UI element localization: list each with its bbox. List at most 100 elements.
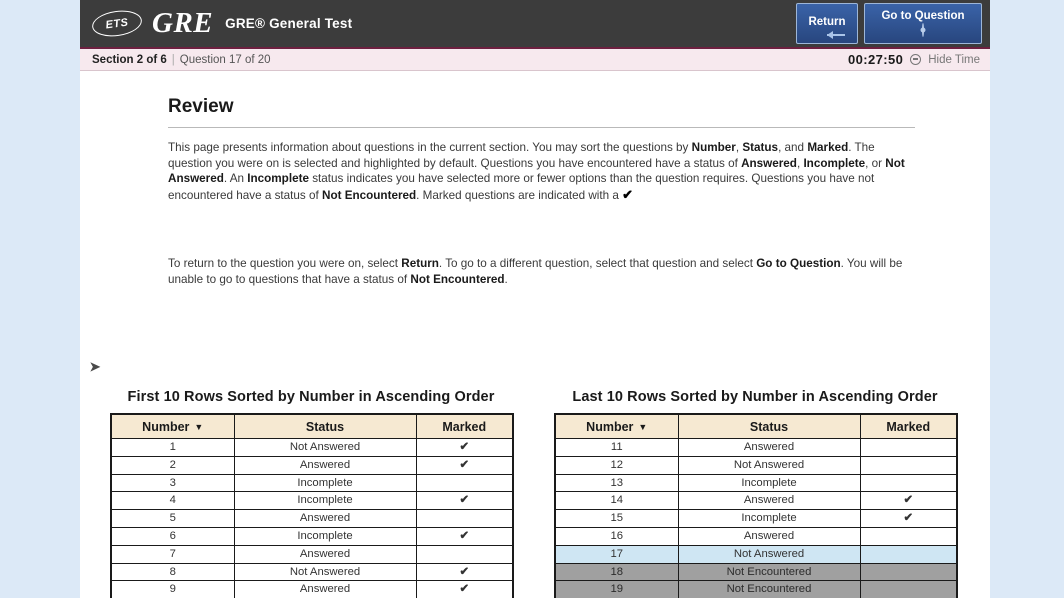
cell-status: Not Answered <box>233 562 417 582</box>
cell-marked <box>859 438 958 457</box>
return-button[interactable]: Return <box>796 3 858 44</box>
cell-status: Incomplete <box>233 491 417 511</box>
last-ten-rows-table[interactable]: Number ▼ Status Marked 11 Answered 12 Not An… <box>554 413 958 598</box>
cell-marked <box>859 580 958 598</box>
test-name-label: GRE® General Test <box>225 16 353 31</box>
timer-value: 00:27:50 <box>847 52 904 67</box>
table-row[interactable]: 4 Incomplete ✔ <box>110 491 514 511</box>
cell-status: Answered <box>233 544 417 564</box>
last-ten-rows-caption: Last 10 Rows Sorted by Number in Ascendi… <box>572 389 938 405</box>
cell-status: Incomplete <box>233 473 417 493</box>
column-header-status[interactable]: Status <box>677 413 861 439</box>
go-to-question-button[interactable]: Go to Question <box>864 3 982 44</box>
table-row[interactable]: 9 Answered ✔ <box>110 580 514 598</box>
cell-marked-check-icon: ✔ <box>415 526 514 546</box>
cell-marked-check-icon: ✔ <box>415 455 514 475</box>
table-row[interactable]: 14 Answered ✔ <box>554 491 958 511</box>
cell-status: Answered <box>233 509 417 528</box>
first-ten-rows-block: First 10 Rows Sorted by Number in Ascend… <box>110 389 514 598</box>
column-header-number[interactable]: Number ▼ <box>554 413 679 439</box>
cell-number: 14 <box>554 491 679 511</box>
cell-marked <box>415 473 514 493</box>
cell-status: Not Answered <box>677 455 861 475</box>
table-header-row: Number ▼ Status Marked <box>554 413 958 439</box>
cell-marked <box>859 455 958 475</box>
cell-marked-check-icon: ✔ <box>859 491 958 511</box>
page-title: Review <box>168 96 234 117</box>
cell-number: 12 <box>554 455 679 475</box>
cell-marked <box>859 473 958 493</box>
question-indicator: Question 17 of 20 <box>179 53 271 66</box>
ets-logo-icon: ETS <box>90 7 144 40</box>
table-row[interactable]: 15 Incomplete ✔ <box>554 509 958 528</box>
cell-marked-check-icon: ✔ <box>415 580 514 598</box>
app-header: ETS GRE GRE® General Test Return Go to Q… <box>80 0 990 49</box>
cell-marked <box>859 526 958 546</box>
cell-number: 2 <box>110 455 235 475</box>
last-ten-rows-body: 11 Answered 12 Not Answered 13 Incomplete 14 An… <box>554 438 958 598</box>
timer-group: 00:27:50 Hide Time <box>848 52 980 67</box>
review-description-paragraph-2: To return to the question you were on, s… <box>168 257 903 286</box>
cell-number: 5 <box>110 509 235 528</box>
table-row[interactable]: 17 Not Answered <box>554 544 958 564</box>
table-row[interactable]: 3 Incomplete <box>110 473 514 493</box>
column-header-number[interactable]: Number ▼ <box>110 413 235 439</box>
review-description-paragraph-1: This page presents information about que… <box>168 141 905 202</box>
ets-logo-text: ETS <box>104 15 130 32</box>
sort-descending-icon[interactable]: ▼ <box>638 422 648 433</box>
column-header-marked[interactable]: Marked <box>415 413 514 439</box>
table-row[interactable]: 6 Incomplete ✔ <box>110 526 514 546</box>
section-status-bar: Section 2 of 6 | Question 17 of 20 00:27… <box>80 49 990 71</box>
hide-time-button[interactable]: Hide Time <box>928 53 980 66</box>
cell-number: 11 <box>554 438 679 457</box>
table-row[interactable]: 11 Answered <box>554 438 958 457</box>
cell-marked-check-icon: ✔ <box>415 438 514 457</box>
sort-descending-icon[interactable]: ▼ <box>194 422 204 433</box>
title-divider <box>168 127 915 128</box>
cell-number: 18 <box>554 562 679 582</box>
cell-status: Not Answered <box>677 544 861 564</box>
cell-marked-check-icon: ✔ <box>859 509 958 528</box>
first-ten-rows-body: 1 Not Answered ✔ 2 Answered ✔ 3 Incomplete 4 Inco… <box>110 438 514 598</box>
cell-number: 3 <box>110 473 235 493</box>
cell-status: Answered <box>233 455 417 475</box>
cell-status: Incomplete <box>233 526 417 546</box>
first-ten-rows-table[interactable]: Number ▼ Status Marked 1 Not Answered ✔ 2 Ans… <box>110 413 514 598</box>
cell-status: Answered <box>233 580 417 598</box>
last-ten-rows-block: Last 10 Rows Sorted by Number in Ascendi… <box>554 389 958 598</box>
cell-status: Answered <box>677 526 861 546</box>
section-indicator: Section 2 of 6 <box>92 53 167 66</box>
table-row[interactable]: 12 Not Answered <box>554 455 958 475</box>
cell-number: 6 <box>110 526 235 546</box>
column-header-status[interactable]: Status <box>233 413 417 439</box>
table-row[interactable]: 8 Not Answered ✔ <box>110 562 514 582</box>
return-button-label: Return <box>808 16 846 29</box>
table-row[interactable]: 19 Not Encountered <box>554 580 958 598</box>
table-row[interactable]: 13 Incomplete <box>554 473 958 493</box>
section-divider: | <box>171 53 175 66</box>
chevron-right-icon[interactable]: ➤ <box>89 359 101 374</box>
gre-wordmark: GRE <box>152 7 214 39</box>
cell-status: Answered <box>677 491 861 511</box>
cell-status: Answered <box>677 438 861 457</box>
table-row[interactable]: 2 Answered ✔ <box>110 455 514 475</box>
column-header-marked[interactable]: Marked <box>859 413 958 439</box>
minus-circle-icon[interactable] <box>910 54 922 65</box>
cell-status: Not Answered <box>233 438 417 457</box>
cell-marked-check-icon: ✔ <box>415 491 514 511</box>
table-row[interactable]: 16 Answered <box>554 526 958 546</box>
cell-number: 7 <box>110 544 235 564</box>
table-row[interactable]: 7 Answered <box>110 544 514 564</box>
cell-number: 9 <box>110 580 235 598</box>
cell-status: Not Encountered <box>677 580 861 598</box>
test-window: ETS GRE GRE® General Test Return Go to Q… <box>80 0 990 598</box>
cell-marked <box>415 509 514 528</box>
table-row[interactable]: 1 Not Answered ✔ <box>110 438 514 457</box>
cell-number: 4 <box>110 491 235 511</box>
table-row[interactable]: 18 Not Encountered <box>554 562 958 582</box>
first-ten-rows-caption: First 10 Rows Sorted by Number in Ascend… <box>127 389 495 405</box>
column-header-number-label: Number <box>586 419 634 434</box>
cell-number: 13 <box>554 473 679 493</box>
cell-number: 1 <box>110 438 235 457</box>
table-row[interactable]: 5 Answered <box>110 509 514 528</box>
